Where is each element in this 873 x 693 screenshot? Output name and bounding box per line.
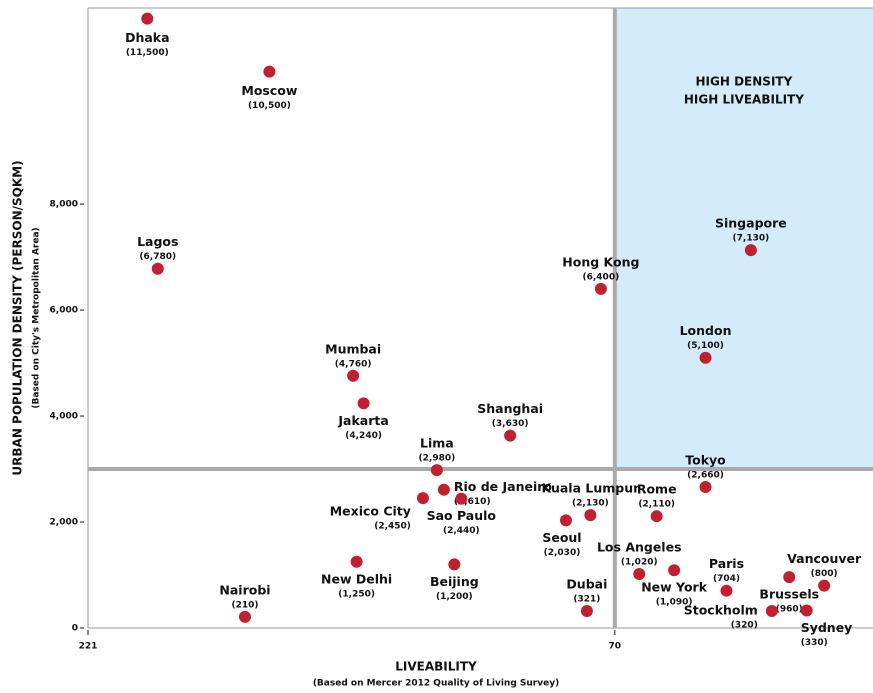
point-value-label: (11,500)	[126, 48, 169, 58]
point-name: Shanghai	[477, 401, 543, 416]
point-name: Seoul	[542, 530, 581, 545]
point-value-label: (6,400)	[583, 272, 620, 282]
point	[357, 397, 370, 410]
point-name: Moscow	[241, 83, 297, 98]
point-value-label: (2,450)	[374, 522, 411, 532]
y-tick-label: 8,000	[50, 200, 78, 210]
point-name: Vancouver	[787, 551, 862, 566]
point-name: Lagos	[137, 234, 178, 249]
point	[416, 492, 429, 505]
point-value-label: (320)	[731, 621, 758, 631]
y-tick-label: 6,000	[50, 306, 78, 316]
point-value-label: (10,500)	[248, 101, 291, 111]
point	[504, 429, 517, 442]
point-value-label: (1,090)	[656, 598, 693, 608]
point-name: London	[680, 323, 732, 338]
point-name: New Delhi	[321, 571, 392, 586]
point-value-label: (2,030)	[544, 548, 581, 558]
point	[765, 605, 778, 618]
point-value-label: (1,200)	[436, 592, 473, 602]
point	[263, 65, 276, 78]
point	[744, 244, 757, 257]
point-value-label: (4,760)	[335, 359, 372, 369]
point-value-label: (4,240)	[345, 431, 382, 441]
y-tick-label: 2,000	[50, 518, 78, 528]
x-axis-sublabel: (Based on Mercer 2012 Quality of Living …	[313, 679, 559, 689]
point-name: Dhaka	[125, 30, 169, 45]
y-axis-label: URBAN POPULATION DENSITY (PERSON/SQKM)	[11, 160, 25, 475]
y-tick-label: 0	[72, 624, 78, 634]
point-value-label: (2,660)	[687, 471, 724, 481]
point-name: Paris	[709, 556, 744, 571]
point-value-label: (704)	[713, 574, 740, 584]
point-value-label: (1,020)	[621, 557, 658, 567]
point-value-label: (3,630)	[492, 419, 529, 429]
point	[650, 510, 663, 523]
x-axis-label: LIVEABILITY	[395, 660, 477, 674]
point-name: Mumbai	[325, 341, 381, 356]
point-value-label: (2,610)	[454, 497, 491, 507]
point-name: Stockholm	[684, 603, 758, 618]
point-name: Jakarta	[337, 413, 388, 428]
point	[239, 610, 251, 623]
point	[818, 579, 831, 592]
point	[783, 571, 796, 584]
quadrant-label: HIGH LIVEABILITY	[684, 93, 804, 107]
point-value-label: (7,130)	[733, 234, 770, 244]
point	[699, 481, 712, 494]
y-axis-sublabel: (Based on City's Metropolitan Area)	[32, 227, 42, 408]
point	[350, 555, 363, 568]
point-name: Sao Paulo	[427, 508, 497, 523]
point	[584, 509, 597, 522]
point	[594, 282, 607, 295]
point-name: Nairobi	[219, 582, 270, 597]
point-name: Sydney	[801, 620, 853, 635]
point	[699, 351, 712, 364]
point-name: Beijing	[430, 574, 479, 589]
point-name: New York	[641, 580, 707, 595]
y-tick-label: 4,000	[50, 412, 78, 422]
point-value-label: (330)	[801, 638, 828, 648]
point-value-label: (960)	[776, 605, 803, 615]
point	[668, 564, 681, 577]
point	[141, 12, 154, 25]
point-name: Rio de Janeiro	[454, 479, 553, 494]
point-value-label: (321)	[573, 594, 600, 604]
point-value-label: (2,980)	[419, 454, 456, 464]
point-name: Kuala Lumpur	[542, 481, 641, 496]
point	[430, 464, 443, 477]
point	[800, 604, 813, 617]
point-value-label: (210)	[231, 600, 258, 610]
point-value-label: (5,100)	[687, 341, 724, 351]
point-value-label: (2,130)	[572, 499, 609, 509]
point-name: Lima	[420, 436, 454, 451]
point-name: Rome	[637, 482, 677, 497]
point	[347, 369, 360, 382]
point	[437, 483, 450, 496]
point-value-label: (2,440)	[443, 526, 480, 536]
quadrant	[614, 8, 873, 470]
point	[151, 262, 164, 275]
quadrant-label: HIGH DENSITY	[696, 75, 793, 89]
point-name: Los Angeles	[597, 539, 682, 554]
point	[448, 558, 461, 571]
point-name: Hong Kong	[562, 254, 639, 269]
point-name: Dubai	[566, 576, 607, 591]
x-tick-label: 221	[79, 642, 98, 652]
point-value-label: (800)	[811, 569, 838, 579]
point-name: Mexico City	[330, 504, 411, 519]
point	[455, 492, 468, 505]
point	[580, 604, 593, 617]
point-name: Singapore	[715, 216, 787, 231]
point	[633, 567, 646, 580]
point-name: Tokyo	[685, 453, 726, 468]
point-value-label: (6,780)	[139, 252, 176, 262]
point	[720, 584, 733, 597]
point	[559, 514, 572, 527]
x-tick-label: 70	[609, 642, 622, 652]
point-name: Brussels	[759, 587, 819, 602]
point-value-label: (1,250)	[338, 589, 375, 599]
point-value-label: (2,110)	[638, 500, 675, 510]
